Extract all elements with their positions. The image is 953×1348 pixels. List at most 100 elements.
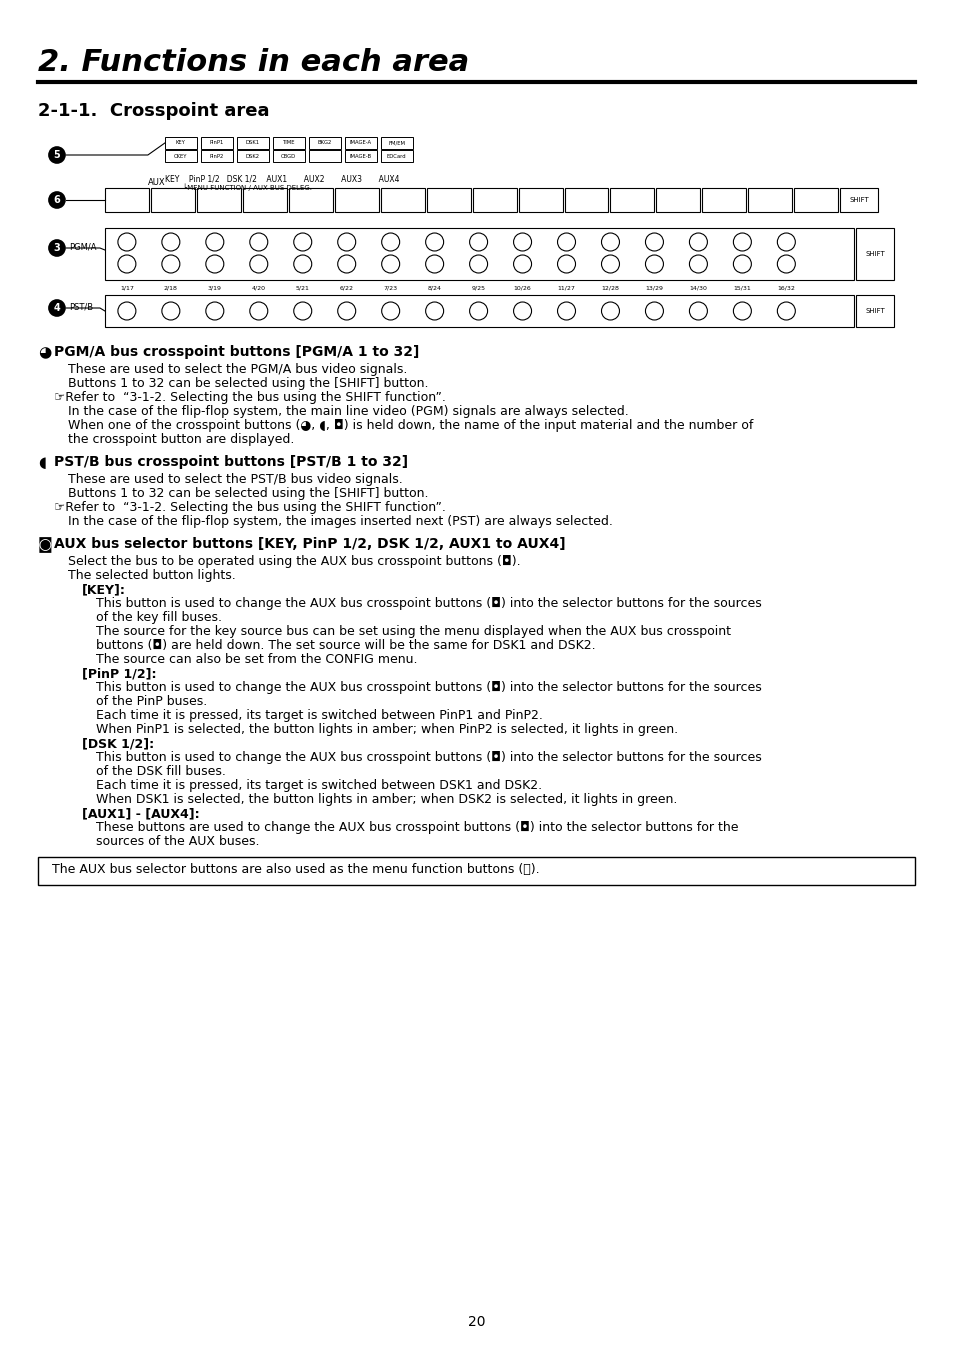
Text: The AUX bus selector buttons are also used as the menu function buttons (ⓙ).: The AUX bus selector buttons are also us…	[51, 863, 539, 876]
Circle shape	[381, 302, 399, 319]
Bar	[165, 137, 196, 150]
Text: When one of the crosspoint buttons (◕, ◖, ◘) is held down, the name of the input: When one of the crosspoint buttons (◕, ◖…	[68, 419, 753, 431]
Circle shape	[49, 301, 65, 315]
Text: Buttons 1 to 32 can be selected using the [SHIFT] button.: Buttons 1 to 32 can be selected using th…	[68, 377, 428, 390]
Text: This button is used to change the AUX bus crosspoint buttons (◘) into the select: This button is used to change the AUX bu…	[96, 751, 760, 764]
Circle shape	[733, 255, 751, 274]
Bar	[236, 150, 269, 162]
Text: The source can also be set from the CONFIG menu.: The source can also be set from the CONF…	[96, 652, 417, 666]
Text: 2-1-1.  Crosspoint area: 2-1-1. Crosspoint area	[38, 102, 269, 120]
Bar	[426, 187, 470, 212]
Circle shape	[777, 302, 795, 319]
Text: 8/24: 8/24	[427, 284, 441, 290]
Circle shape	[777, 233, 795, 251]
Text: 6/22: 6/22	[339, 284, 354, 290]
Bar	[610, 187, 654, 212]
Text: 11/27: 11/27	[557, 284, 575, 290]
Circle shape	[557, 233, 575, 251]
Bar	[856, 228, 893, 280]
Circle shape	[162, 233, 180, 251]
Circle shape	[118, 233, 135, 251]
Bar	[747, 187, 792, 212]
Circle shape	[689, 233, 707, 251]
Circle shape	[733, 233, 751, 251]
Text: Each time it is pressed, its target is switched between DSK1 and DSK2.: Each time it is pressed, its target is s…	[96, 779, 541, 793]
Text: BKG2: BKG2	[317, 140, 332, 146]
Bar	[309, 137, 340, 150]
Text: IMAGE-A: IMAGE-A	[349, 140, 372, 146]
Text: ◕: ◕	[38, 345, 51, 360]
Text: 3/19: 3/19	[208, 284, 222, 290]
Text: KEY: KEY	[175, 140, 186, 146]
Text: of the key fill buses.: of the key fill buses.	[96, 611, 222, 624]
Text: ◙: ◙	[38, 537, 52, 553]
Circle shape	[645, 255, 662, 274]
Text: PGM/A: PGM/A	[69, 243, 96, 251]
Text: [PinP 1/2]:: [PinP 1/2]:	[82, 667, 156, 679]
Text: SHIFT: SHIFT	[864, 307, 884, 314]
Text: 9/25: 9/25	[471, 284, 485, 290]
Text: 5: 5	[53, 150, 60, 160]
Text: This button is used to change the AUX bus crosspoint buttons (◘) into the select: This button is used to change the AUX bu…	[96, 597, 760, 611]
Circle shape	[294, 302, 312, 319]
Circle shape	[294, 233, 312, 251]
Text: DSK1: DSK1	[246, 140, 259, 146]
Text: EDCard: EDCard	[387, 154, 406, 159]
Text: 2. Functions in each area: 2. Functions in each area	[38, 49, 469, 77]
Bar	[105, 295, 853, 328]
Circle shape	[250, 255, 268, 274]
Bar	[105, 187, 149, 212]
Text: [DSK 1/2]:: [DSK 1/2]:	[82, 737, 153, 749]
Text: 15/31: 15/31	[733, 284, 750, 290]
Text: the crosspoint button are displayed.: the crosspoint button are displayed.	[68, 433, 294, 446]
Circle shape	[689, 255, 707, 274]
Text: 5/21: 5/21	[295, 284, 310, 290]
Circle shape	[513, 255, 531, 274]
Circle shape	[425, 302, 443, 319]
Text: TIME: TIME	[282, 140, 294, 146]
Circle shape	[206, 233, 224, 251]
Text: DSK2: DSK2	[246, 154, 259, 159]
Text: PinP2: PinP2	[210, 154, 224, 159]
Circle shape	[250, 233, 268, 251]
Bar	[856, 295, 893, 328]
Text: ◖: ◖	[38, 456, 46, 470]
Circle shape	[645, 302, 662, 319]
Text: AUX: AUX	[148, 178, 165, 187]
Text: 12/28: 12/28	[601, 284, 618, 290]
Text: CKEY: CKEY	[173, 154, 188, 159]
Bar	[151, 187, 194, 212]
Text: KEY    PinP 1/2   DSK 1/2    AUX1       AUX2       AUX3       AUX4: KEY PinP 1/2 DSK 1/2 AUX1 AUX2 AUX3 AUX4	[165, 175, 399, 183]
Text: 3: 3	[53, 243, 60, 253]
Circle shape	[469, 255, 487, 274]
Text: Select the bus to be operated using the AUX bus crosspoint buttons (◘).: Select the bus to be operated using the …	[68, 555, 520, 568]
Text: 4: 4	[53, 303, 60, 313]
Text: [AUX1] - [AUX4]:: [AUX1] - [AUX4]:	[82, 807, 199, 820]
Bar	[840, 187, 878, 212]
Text: 16/32: 16/32	[777, 284, 795, 290]
Bar	[201, 150, 233, 162]
Circle shape	[49, 147, 65, 163]
Circle shape	[513, 302, 531, 319]
Bar	[564, 187, 608, 212]
Text: PinP1: PinP1	[210, 140, 224, 146]
Circle shape	[469, 233, 487, 251]
Circle shape	[49, 240, 65, 256]
Text: 2/18: 2/18	[164, 284, 177, 290]
Text: buttons (◘) are held down. The set source will be the same for DSK1 and DSK2.: buttons (◘) are held down. The set sourc…	[96, 639, 595, 652]
Text: FM/EM: FM/EM	[388, 140, 405, 146]
Circle shape	[600, 233, 618, 251]
Text: of the DSK fill buses.: of the DSK fill buses.	[96, 766, 226, 778]
Text: Buttons 1 to 32 can be selected using the [SHIFT] button.: Buttons 1 to 32 can be selected using th…	[68, 487, 428, 500]
Circle shape	[118, 255, 135, 274]
Bar	[701, 187, 745, 212]
Text: The source for the key source bus can be set using the menu displayed when the A: The source for the key source bus can be…	[96, 625, 730, 638]
Text: [KEY]:: [KEY]:	[82, 582, 126, 596]
Circle shape	[777, 255, 795, 274]
Text: These are used to select the PST/B bus video signals.: These are used to select the PST/B bus v…	[68, 473, 402, 487]
Bar	[472, 187, 516, 212]
Bar	[344, 137, 376, 150]
Circle shape	[250, 302, 268, 319]
Circle shape	[557, 302, 575, 319]
Circle shape	[118, 302, 135, 319]
